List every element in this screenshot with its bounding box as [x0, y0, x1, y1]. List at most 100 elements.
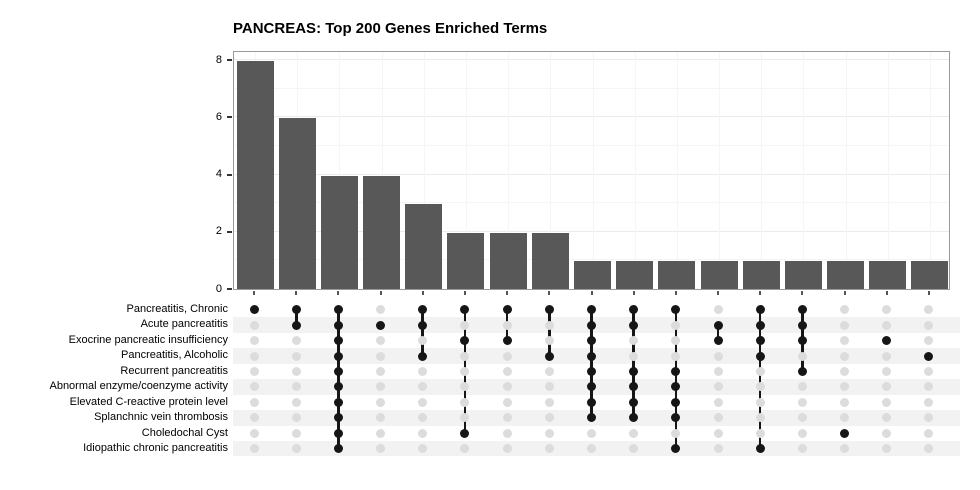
set-dot-inactive: [924, 320, 934, 330]
set-label: Pancreatitis, Alcoholic: [121, 349, 228, 362]
set-dot-inactive: [840, 382, 850, 392]
y-tick: [227, 288, 232, 290]
set-dot-active: [333, 428, 343, 438]
set-label: Exocrine pancreatic insufficiency: [68, 333, 228, 346]
set-dot-active: [333, 320, 343, 330]
chart-title: PANCREAS: Top 200 Genes Enriched Terms: [233, 20, 548, 37]
intersection-bar: [320, 175, 358, 289]
x-tick: [253, 291, 256, 295]
set-dot-inactive: [460, 444, 470, 454]
set-dot-inactive: [840, 351, 850, 361]
set-dot-active: [544, 305, 554, 315]
intersection-connector: [421, 309, 425, 357]
row-stripe: [233, 348, 960, 364]
set-dot-active: [502, 305, 512, 315]
set-dot-inactive: [502, 320, 512, 330]
gridline-vertical: [381, 52, 383, 289]
row-stripe: [233, 441, 960, 457]
intersection-bar: [827, 261, 865, 289]
x-tick: [843, 291, 846, 295]
set-dot-inactive: [713, 444, 723, 454]
set-dot-inactive: [924, 336, 934, 346]
set-dot-active: [587, 305, 596, 315]
set-dot-inactive: [544, 336, 554, 346]
set-dot-inactive: [249, 320, 259, 330]
x-tick: [759, 291, 762, 295]
set-dot-inactive: [249, 351, 259, 361]
y-tick-label: 0: [215, 282, 222, 295]
set-dot-inactive: [671, 320, 681, 330]
set-dot-inactive: [291, 367, 301, 376]
set-dot-active: [418, 320, 428, 330]
set-dot-active: [797, 367, 807, 376]
set-dot-inactive: [713, 397, 723, 407]
y-tick: [227, 230, 232, 233]
set-dot-inactive: [840, 320, 850, 330]
set-dot-inactive: [376, 367, 386, 376]
set-dot-inactive: [840, 367, 850, 376]
set-dot-inactive: [460, 367, 470, 376]
set-dot-inactive: [544, 367, 554, 376]
set-dot-inactive: [882, 320, 892, 330]
set-dot-inactive: [882, 305, 892, 315]
set-dot-active: [333, 397, 343, 407]
set-dot-inactive: [629, 351, 639, 361]
intersection-connector: [716, 325, 720, 341]
row-stripe: [233, 317, 960, 333]
gridline-horizontal: [234, 259, 949, 261]
set-dot-inactive: [544, 444, 554, 454]
set-dot-inactive: [291, 397, 301, 407]
set-dot-inactive: [924, 397, 934, 407]
set-dot-inactive: [755, 382, 765, 392]
set-dot-inactive: [291, 428, 301, 438]
x-tick: [885, 291, 888, 295]
y-tick: [227, 173, 232, 176]
intersection-bar: [700, 261, 738, 289]
set-dot-inactive: [924, 367, 934, 376]
set-dot-inactive: [544, 413, 554, 423]
set-dot-inactive: [502, 367, 512, 376]
set-dot-inactive: [882, 351, 892, 361]
set-dot-inactive: [376, 428, 386, 438]
set-dot-inactive: [376, 444, 386, 454]
set-dot-active: [671, 305, 681, 315]
set-dot-inactive: [671, 428, 681, 438]
gridline-vertical: [929, 52, 931, 289]
gridline-vertical: [634, 52, 636, 289]
set-dot-active: [671, 367, 681, 376]
set-dot-active: [249, 305, 259, 315]
set-dot-inactive: [797, 428, 807, 438]
set-dot-active: [376, 320, 386, 330]
set-dot-inactive: [587, 444, 596, 454]
set-dot-active: [502, 336, 512, 346]
set-dot-inactive: [418, 428, 428, 438]
intersection-bar: [278, 118, 316, 289]
intersection-connector: [632, 309, 635, 418]
set-dot-active: [587, 320, 596, 330]
intersection-size-bar-panel: [233, 51, 950, 290]
set-dot-inactive: [544, 320, 554, 330]
set-dot-inactive: [755, 397, 765, 407]
set-dot-active: [840, 428, 850, 438]
set-dot-inactive: [629, 444, 639, 454]
set-label: Abnormal enzyme/coenzyme activity: [49, 380, 228, 393]
set-dot-inactive: [713, 428, 723, 438]
set-dot-inactive: [502, 382, 512, 392]
y-tick-label: 6: [215, 110, 222, 123]
set-dot-active: [629, 413, 639, 423]
set-dot-inactive: [249, 413, 259, 423]
set-dot-inactive: [797, 382, 807, 392]
set-dot-inactive: [544, 428, 554, 438]
set-label: Splanchnic vein thrombosis: [94, 411, 228, 424]
set-dot-active: [544, 351, 554, 361]
set-dot-inactive: [629, 336, 639, 346]
set-dot-inactive: [418, 382, 428, 392]
gridline-horizontal: [234, 173, 949, 175]
set-dot-inactive: [460, 413, 470, 423]
intersection-bar: [236, 61, 274, 289]
set-dot-inactive: [291, 444, 301, 454]
set-dot-inactive: [291, 351, 301, 361]
set-dot-inactive: [797, 444, 807, 454]
intersection-bar: [911, 261, 949, 289]
